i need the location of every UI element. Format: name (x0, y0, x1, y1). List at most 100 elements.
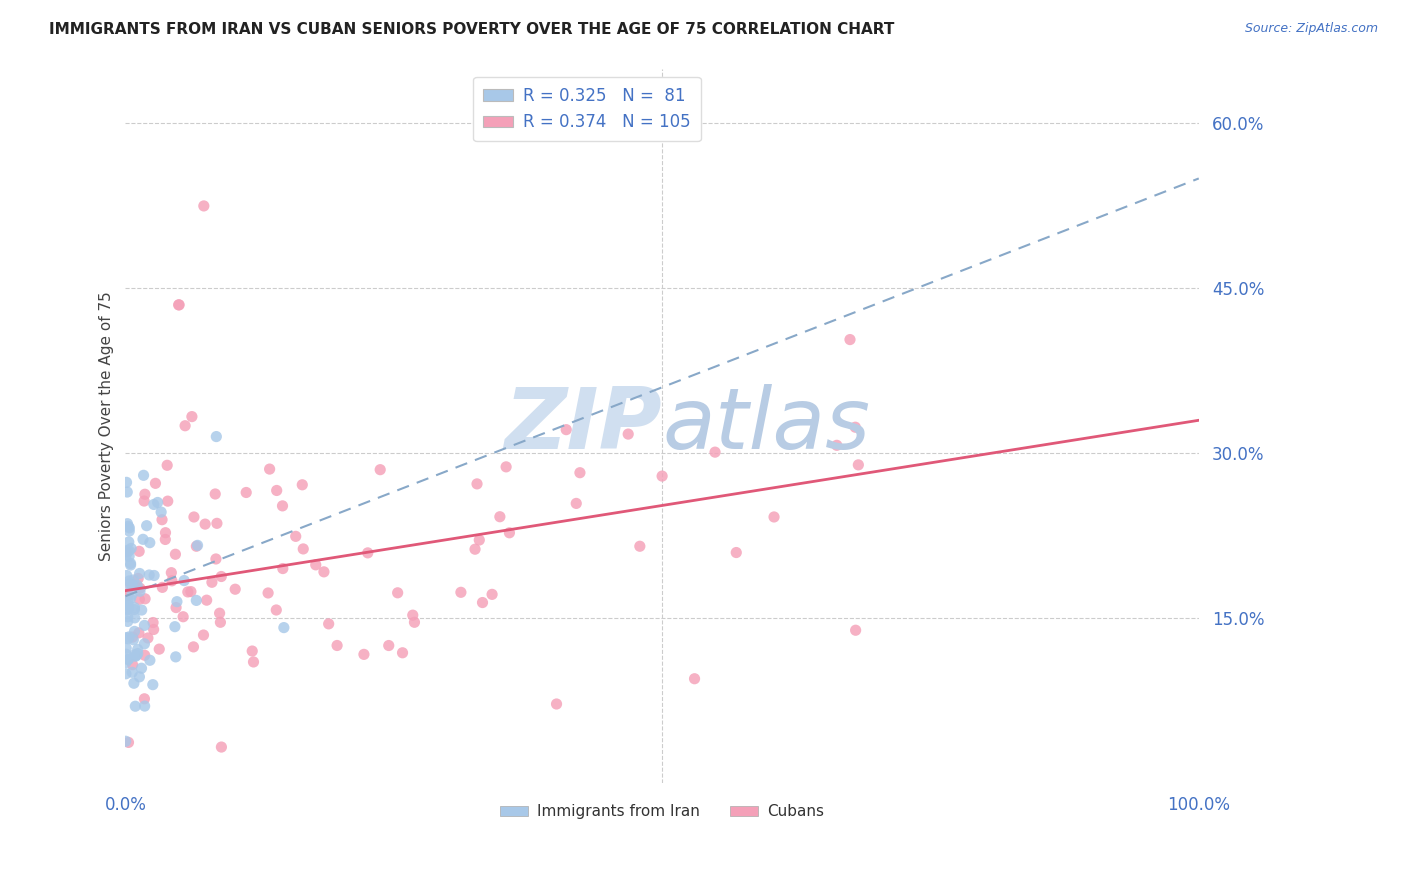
Point (134, 637, 156, 651)
Point (118, 577, 141, 591)
Point (450, 585, 472, 599)
Point (704, 445, 727, 459)
Point (121, 630, 143, 644)
Point (118, 543, 141, 558)
Point (464, 542, 486, 557)
Point (839, 333, 862, 347)
Point (127, 578, 149, 592)
Point (131, 661, 153, 675)
Text: atlas: atlas (662, 384, 870, 467)
Point (201, 575, 224, 590)
Point (208, 606, 231, 620)
Point (155, 533, 177, 547)
Point (115, 666, 138, 681)
Point (353, 648, 375, 662)
Point (156, 494, 179, 508)
Point (683, 672, 706, 686)
Point (121, 587, 143, 601)
Point (128, 566, 150, 581)
Point (205, 429, 228, 443)
Point (142, 498, 165, 512)
Point (160, 574, 183, 588)
Point (155, 525, 177, 540)
Point (844, 420, 866, 434)
Point (117, 519, 139, 533)
Point (132, 468, 155, 483)
Point (404, 615, 426, 630)
Point (117, 615, 139, 629)
Point (224, 582, 246, 597)
Point (124, 602, 146, 616)
Point (271, 561, 294, 575)
Point (195, 593, 218, 607)
Point (129, 582, 152, 596)
Point (134, 648, 156, 663)
Point (138, 568, 160, 582)
Point (122, 676, 145, 690)
Point (146, 495, 169, 509)
Point (115, 656, 138, 670)
Point (546, 697, 568, 711)
Point (115, 597, 138, 611)
Point (115, 603, 138, 617)
Point (125, 648, 148, 663)
Point (118, 549, 141, 563)
Point (121, 578, 143, 592)
Point (117, 652, 139, 666)
Point (134, 487, 156, 501)
Point (127, 572, 149, 586)
Point (121, 657, 143, 672)
Point (134, 691, 156, 706)
Point (174, 418, 197, 433)
Point (209, 569, 232, 583)
Point (242, 655, 264, 669)
Point (143, 568, 166, 582)
Point (160, 566, 183, 580)
Point (291, 477, 314, 491)
Point (468, 533, 491, 547)
Point (117, 632, 139, 646)
Point (115, 647, 138, 661)
Point (150, 513, 173, 527)
Point (117, 586, 139, 600)
Point (846, 458, 869, 472)
Point (318, 616, 340, 631)
Point (180, 584, 202, 599)
Text: IMMIGRANTS FROM IRAN VS CUBAN SENIORS POVERTY OVER THE AGE OF 75 CORRELATION CHA: IMMIGRANTS FROM IRAN VS CUBAN SENIORS PO… (49, 22, 894, 37)
Point (128, 625, 150, 640)
Point (115, 568, 138, 582)
Point (124, 699, 146, 714)
Point (156, 458, 179, 473)
Point (150, 505, 173, 519)
Point (131, 603, 153, 617)
Point (134, 494, 156, 508)
Point (132, 533, 155, 547)
Point (186, 593, 208, 607)
Point (825, 438, 848, 452)
Point (555, 423, 578, 437)
Point (651, 469, 673, 483)
Point (193, 628, 215, 642)
Point (120, 541, 142, 556)
Point (165, 649, 187, 664)
Point (124, 624, 146, 639)
Point (292, 541, 315, 556)
Point (167, 298, 190, 312)
Point (117, 599, 139, 613)
Point (172, 609, 194, 624)
Point (165, 547, 187, 561)
Point (124, 649, 146, 664)
Point (115, 545, 138, 559)
Point (259, 462, 281, 476)
Point (465, 476, 488, 491)
Point (136, 631, 159, 645)
Point (128, 592, 150, 607)
Point (124, 578, 146, 592)
Point (402, 608, 425, 623)
Point (135, 518, 157, 533)
Point (183, 510, 205, 524)
Point (209, 740, 232, 755)
Point (173, 574, 195, 588)
Point (142, 615, 165, 630)
Point (139, 535, 162, 549)
